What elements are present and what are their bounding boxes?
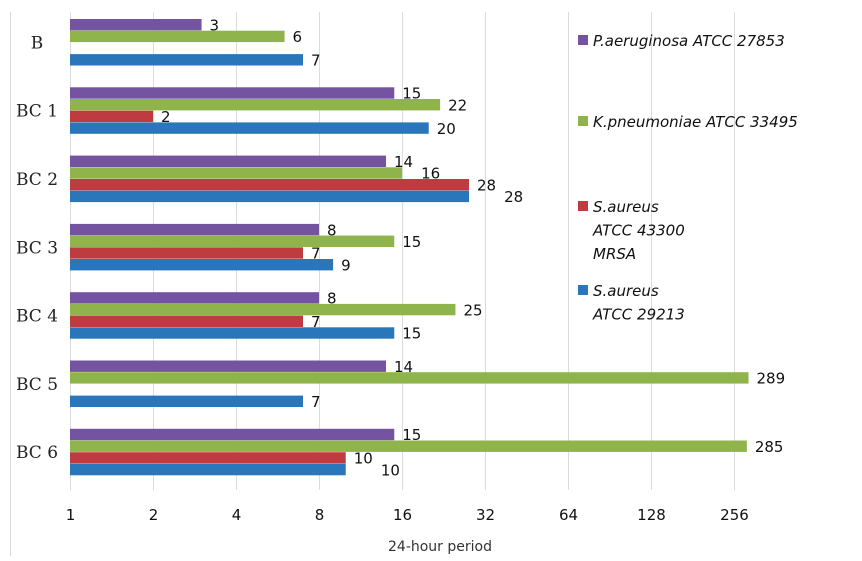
data-label: 8: [327, 221, 337, 239]
legend-swatch: [578, 35, 588, 45]
x-axis-title: 24-hour period: [388, 539, 492, 555]
data-label: 8: [327, 290, 337, 308]
legend-label: K.pneumoniae ATCC 33495: [593, 113, 798, 131]
x-tick-label: 1: [66, 506, 76, 524]
legend-label: S.aureus: [593, 282, 659, 300]
data-label: 25: [463, 301, 482, 319]
x-tick-label: 4: [232, 506, 242, 524]
data-label: 15: [402, 426, 421, 444]
data-label: 285: [755, 438, 784, 456]
legend-swatch: [578, 116, 588, 126]
bar: [70, 440, 747, 452]
data-label: 15: [402, 85, 421, 103]
bar: [70, 223, 319, 236]
x-tick-label: 2: [149, 506, 159, 524]
legend: P.aeruginosa ATCC 27853 K.pneumoniae ATCC…: [578, 32, 798, 324]
bar: [70, 372, 749, 384]
data-label: 9: [341, 256, 351, 274]
legend-label: ATCC 29213: [592, 306, 685, 324]
category-label: BC 6: [16, 443, 58, 463]
bar: [70, 360, 387, 372]
category-label: BC 1: [16, 102, 58, 122]
bar: [70, 155, 387, 167]
data-label: 15: [402, 325, 421, 343]
legend-label: P.aeruginosa ATCC 27853: [593, 32, 785, 50]
legend-swatch: [578, 201, 588, 211]
x-tick-label: 8: [315, 506, 325, 524]
data-label: 10: [354, 450, 373, 468]
bar: [70, 247, 304, 259]
category-label: BC 3: [16, 238, 58, 258]
bar: [70, 54, 304, 66]
bar: [70, 190, 470, 203]
bar: [70, 327, 395, 339]
bar: [70, 463, 346, 476]
data-label: 16: [421, 165, 440, 183]
data-label: 15: [402, 233, 421, 251]
legend-swatch: [578, 285, 588, 295]
bar: [70, 452, 346, 464]
data-labels: 3671522220141628288157982571514289715285…: [161, 16, 785, 479]
x-axis-ticks: 1 2 4 8 16 32 64 128 256: [66, 506, 749, 524]
category-label: BC 5: [16, 375, 58, 395]
x-tick-label: 64: [559, 506, 578, 524]
bar: [70, 315, 304, 327]
data-label: 7: [311, 313, 321, 331]
bar: [70, 292, 319, 304]
x-tick-label: 128: [637, 506, 666, 524]
bar: [70, 30, 285, 43]
bar: [70, 259, 334, 271]
legend-label: MRSA: [593, 245, 636, 263]
data-label: 28: [477, 176, 496, 194]
bar: [70, 110, 153, 123]
bar: [70, 428, 395, 441]
x-tick-label: 32: [476, 506, 495, 524]
legend-label: S.aureus: [593, 198, 659, 216]
data-label: 6: [293, 28, 303, 46]
bar: [70, 303, 456, 316]
bars: [70, 19, 749, 476]
bar: [70, 179, 470, 191]
x-tick-label: 256: [720, 506, 749, 524]
bar: [70, 395, 304, 407]
data-label: 7: [311, 245, 321, 263]
bar: [70, 167, 402, 179]
category-label: BC 4: [16, 307, 58, 327]
bar: [70, 99, 441, 111]
data-label: 14: [394, 358, 413, 376]
bar: [70, 122, 429, 134]
category-labels: B BC 1 BC 2 BC 3 BC 4 BC 5 BC 6: [16, 33, 58, 463]
data-label: 22: [448, 96, 467, 114]
category-label: B: [31, 33, 44, 53]
bar: [70, 235, 395, 247]
legend-label: ATCC 43300: [592, 222, 685, 240]
x-tick-label: 16: [393, 506, 412, 524]
data-label: 3: [210, 16, 220, 34]
data-label: 2: [161, 108, 171, 126]
data-label: 7: [311, 51, 321, 69]
data-label: 20: [437, 120, 456, 138]
data-label: 10: [381, 461, 400, 479]
data-label: 14: [394, 153, 413, 171]
data-label: 7: [311, 393, 321, 411]
bar: [70, 19, 202, 31]
category-label: BC 2: [16, 170, 58, 190]
bar: [70, 87, 395, 99]
data-label: 28: [504, 188, 523, 206]
data-label: 289: [757, 370, 786, 388]
